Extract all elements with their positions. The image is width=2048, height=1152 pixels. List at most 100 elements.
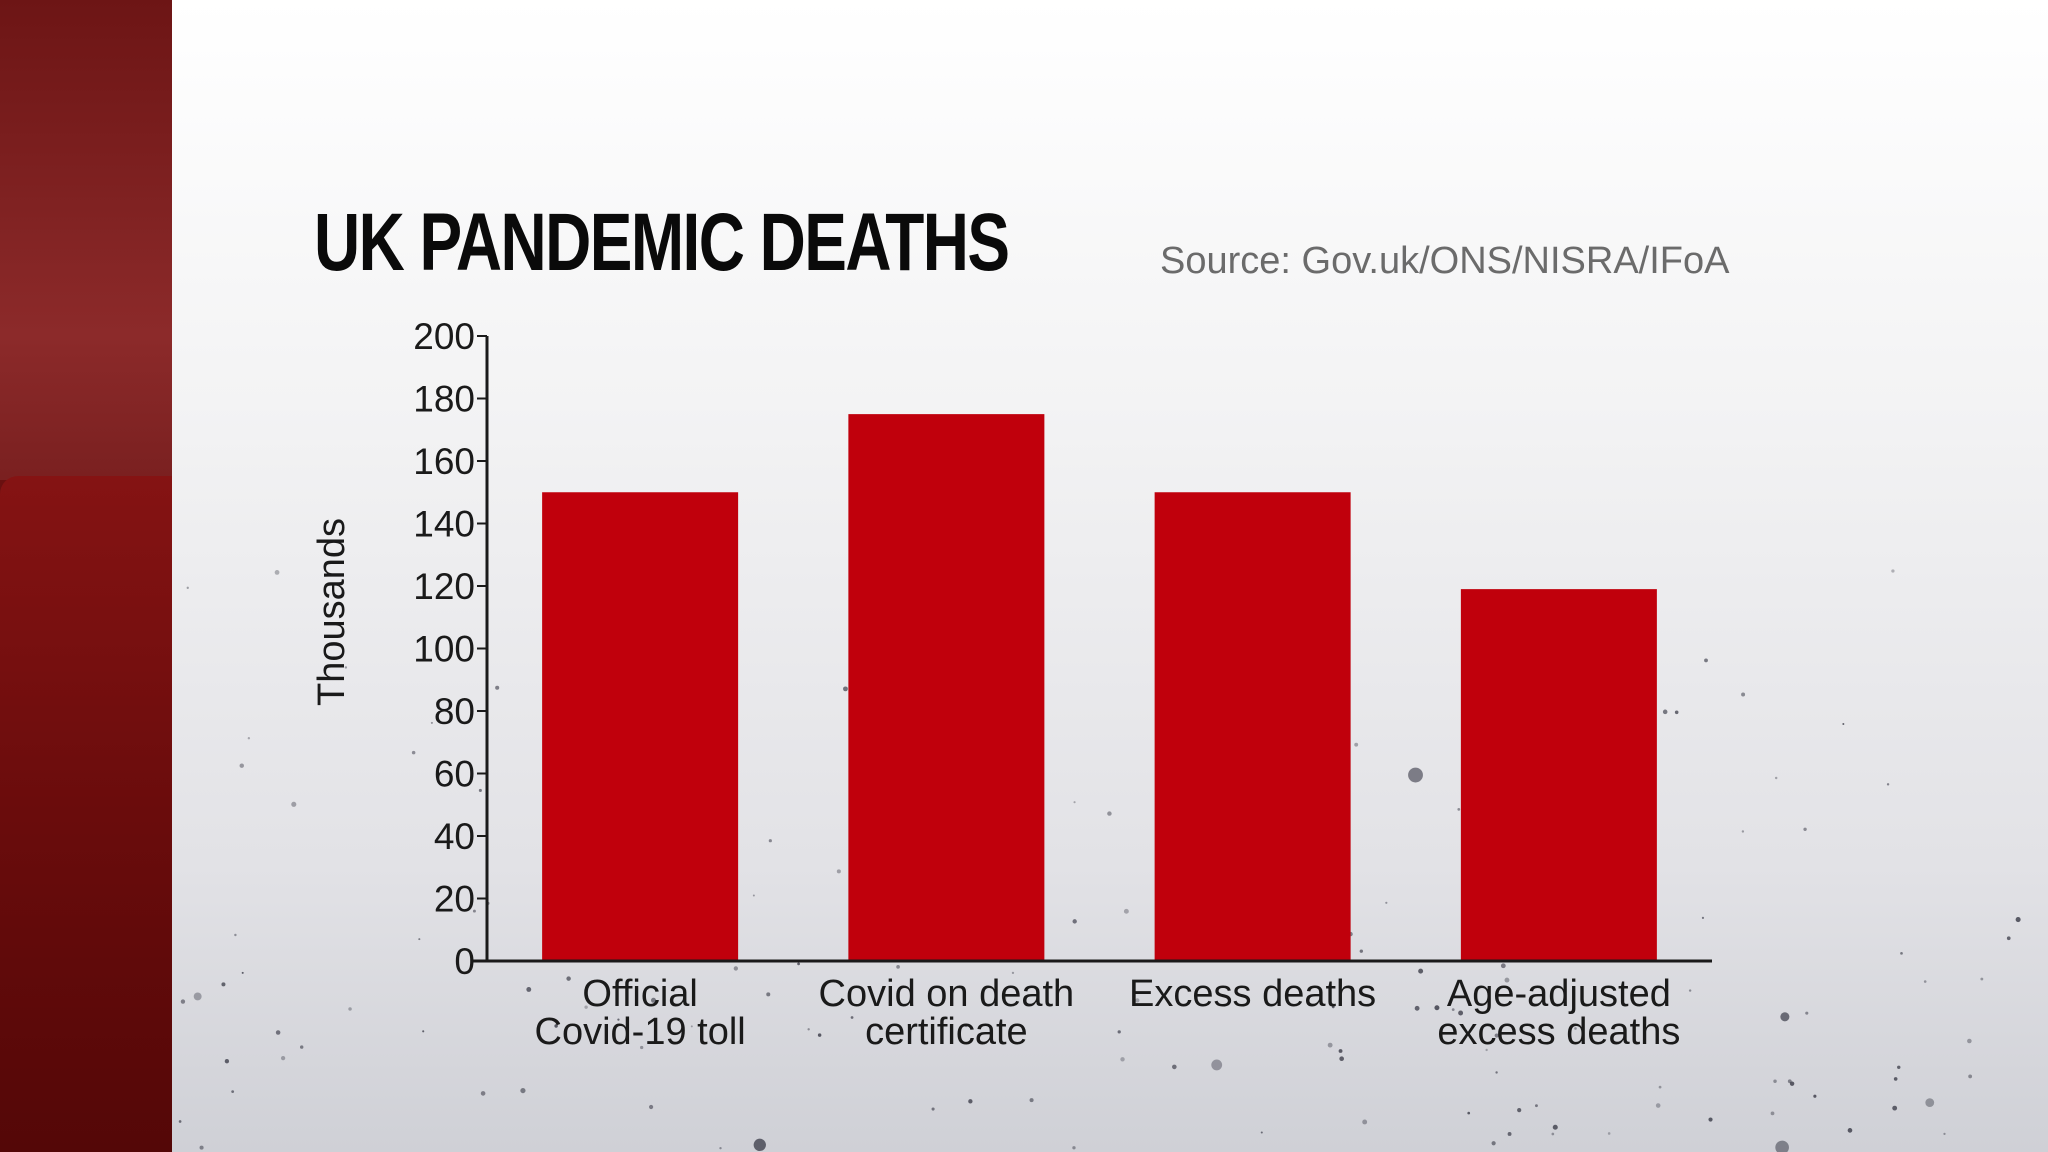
background-speck — [1803, 827, 1807, 831]
background-speck — [2015, 917, 2021, 923]
chart-title: UK PANDEMIC DEATHS — [314, 197, 1010, 288]
background-speck — [480, 1091, 486, 1096]
background-speck — [836, 869, 841, 874]
background-speck — [193, 992, 202, 1001]
background-speck — [1892, 1105, 1898, 1111]
background-speck — [1688, 989, 1692, 992]
background-speck — [1338, 1049, 1343, 1053]
background-speck — [247, 737, 251, 740]
background-speck — [1704, 658, 1708, 663]
background-speck — [1458, 1010, 1464, 1016]
background-speck — [690, 1025, 693, 1028]
background-speck — [280, 1056, 286, 1061]
background-speck — [234, 933, 237, 937]
background-speck — [584, 1005, 588, 1009]
background-speck — [768, 839, 772, 843]
background-speck — [1072, 1146, 1076, 1150]
background-speck — [1414, 1005, 1420, 1011]
background-speck — [1011, 971, 1015, 975]
background-speck — [1107, 811, 1112, 816]
background-speck — [1485, 1048, 1488, 1052]
bar — [1460, 589, 1657, 961]
background-speck — [1574, 1027, 1577, 1030]
background-speck — [1172, 1064, 1177, 1070]
y-tick-label: 80 — [434, 691, 475, 732]
background-speck — [430, 721, 433, 724]
background-speck — [964, 1023, 968, 1028]
background-speck — [2006, 936, 2011, 941]
background-speck — [719, 1147, 722, 1150]
background-speck — [931, 1107, 935, 1111]
background-speck — [566, 976, 571, 981]
background-speck — [1073, 801, 1076, 804]
background-speck — [1495, 1071, 1498, 1074]
background-speck — [1842, 722, 1845, 725]
background-speck — [274, 569, 280, 575]
background-speck — [1662, 709, 1668, 715]
background-speck — [649, 1104, 654, 1110]
background-speck — [1517, 1108, 1522, 1113]
background-speck — [418, 938, 421, 941]
side-accent-bar — [0, 0, 172, 1152]
background-speck — [733, 966, 738, 971]
x-category-label: Covid-19 toll — [535, 1011, 746, 1053]
background-speck — [1418, 968, 1424, 974]
background-speck — [495, 685, 500, 690]
bars-group — [542, 414, 1657, 961]
background-speck — [231, 1090, 235, 1094]
background-speck — [640, 1045, 644, 1050]
background-speck — [1552, 1124, 1558, 1130]
y-tick-label: 100 — [413, 629, 475, 670]
background-speck — [224, 1059, 230, 1064]
background-speck — [1741, 692, 1746, 697]
background-speck — [1467, 1111, 1471, 1115]
background-speck — [752, 894, 755, 897]
background-speck — [1674, 710, 1679, 715]
background-speck — [968, 1099, 973, 1104]
x-category-label: Age-adjusted — [1447, 973, 1671, 1015]
background-speck — [1923, 980, 1927, 983]
background-speck — [1331, 1005, 1335, 1009]
x-category-label: Official — [582, 973, 697, 1015]
background-speck — [1359, 949, 1364, 953]
background-speck — [1354, 742, 1359, 747]
background-speck — [1655, 1103, 1661, 1108]
background-speck — [1434, 1005, 1440, 1011]
background-speck — [1886, 783, 1890, 786]
background-speck — [422, 1030, 425, 1033]
background-speck — [1029, 1098, 1034, 1103]
background-speck — [1535, 1104, 1538, 1108]
background-speck — [344, 666, 348, 669]
background-speck — [526, 987, 532, 992]
background-speck — [1385, 901, 1388, 904]
background-speck — [221, 982, 226, 987]
background-speck — [1072, 919, 1077, 924]
background-speck — [766, 992, 771, 997]
background-speck — [472, 909, 476, 913]
background-speck — [1893, 1077, 1898, 1081]
y-tick-label: 20 — [434, 879, 475, 920]
background-speck — [1451, 1008, 1455, 1012]
background-speck — [1120, 1057, 1125, 1062]
background-speck — [1551, 1132, 1555, 1136]
background-speck — [1774, 776, 1778, 780]
background-speck — [1980, 977, 1984, 981]
background-speck — [1968, 1074, 1973, 1079]
y-tick-label: 160 — [413, 441, 475, 482]
background-speck — [817, 1033, 822, 1037]
background-speck — [843, 686, 848, 692]
background-speck — [1117, 1030, 1121, 1034]
background-speck — [1847, 1128, 1853, 1133]
background-speck — [1500, 963, 1506, 969]
background-speck — [1805, 1011, 1809, 1015]
x-category-label: excess deaths — [1437, 1011, 1680, 1053]
background-speck — [1967, 1038, 1972, 1044]
background-speck — [300, 1045, 304, 1049]
background-speck — [1658, 1085, 1662, 1089]
background-speck — [1813, 1094, 1817, 1098]
y-tick-label: 200 — [413, 316, 475, 357]
background-speck — [1504, 977, 1510, 983]
background-speck — [645, 986, 649, 991]
background-speck — [275, 1030, 281, 1035]
